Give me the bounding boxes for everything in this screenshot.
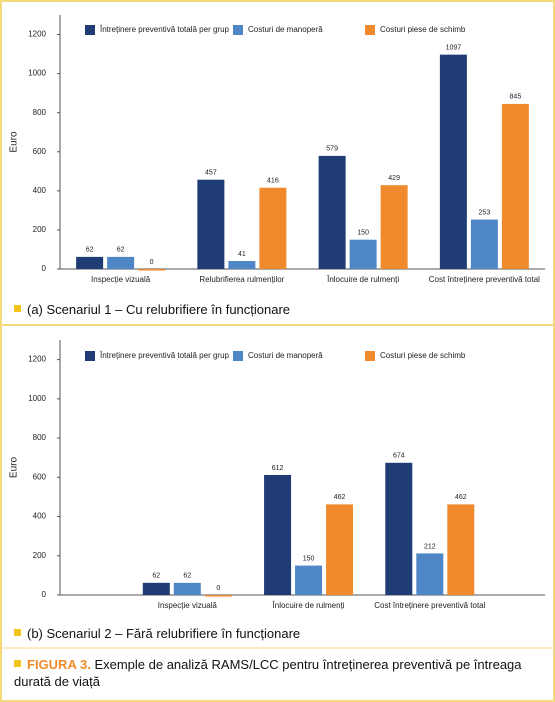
y-tick-label: 800 (33, 108, 47, 117)
value-label: 0 (216, 585, 220, 592)
bar (228, 260, 256, 269)
legend-label: Costuri de manoperă (248, 25, 323, 34)
bar (295, 565, 323, 595)
value-label: 462 (455, 494, 467, 501)
bar (204, 595, 232, 597)
legend-swatch (233, 351, 243, 361)
caption-text: (b) Scenariul 2 – Fără relubrifiere în f… (27, 626, 301, 641)
x-tick-label: Cost întreținere preventivă total (429, 275, 540, 284)
y-tick-label: 1000 (28, 69, 46, 78)
bar (138, 269, 166, 271)
bar (380, 185, 408, 269)
legend-label: Costuri piese de schimb (380, 351, 466, 360)
value-label: 62 (152, 573, 160, 580)
legend-label: Costuri piese de schimb (380, 25, 466, 34)
y-tick-label: 0 (42, 264, 47, 273)
x-tick-label: Inspecție vizuală (158, 601, 218, 610)
figure-label: FIGURA 3. (27, 657, 91, 672)
y-tick-label: 1200 (28, 30, 46, 39)
x-tick-label: Înlocuire de rulmenți (272, 601, 345, 610)
value-label: 462 (334, 494, 346, 501)
figure-caption: FIGURA 3. Exemple de analiză RAMS/LCC pe… (14, 656, 544, 690)
bar (259, 187, 287, 269)
figure-text: Exemple de analiză RAMS/LCC pentru între… (14, 657, 522, 689)
bar (107, 256, 135, 269)
y-tick-label: 200 (33, 551, 47, 560)
value-label: 150 (303, 555, 315, 562)
y-tick-label: 1000 (28, 394, 46, 403)
value-label: 212 (424, 543, 436, 550)
legend-swatch (85, 351, 95, 361)
bar (349, 239, 377, 269)
bar (326, 504, 354, 595)
y-tick-label: 800 (33, 433, 47, 442)
caption: (b) Scenariul 2 – Fără relubrifiere în f… (14, 626, 300, 641)
x-tick-label: Inspecție vizuală (91, 275, 151, 284)
value-label: 579 (326, 146, 338, 153)
bar (439, 54, 467, 269)
value-label: 429 (388, 175, 400, 182)
y-tick-label: 600 (33, 147, 47, 156)
legend-swatch (85, 25, 95, 35)
legend-label: Întreținere preventivă totală per grup (99, 25, 230, 34)
y-tick-label: 1200 (28, 355, 46, 364)
bar (264, 474, 292, 595)
bar (470, 219, 498, 269)
y-tick-label: 400 (33, 512, 47, 521)
y-axis-label: Euro (9, 457, 20, 479)
x-tick-label: Cost întreținere preventivă total (374, 601, 485, 610)
bar (318, 155, 346, 269)
legend-label: Costuri de manoperă (248, 351, 323, 360)
value-label: 62 (117, 247, 125, 254)
value-label: 253 (479, 209, 491, 216)
legend-swatch (365, 351, 375, 361)
value-label: 150 (357, 230, 369, 237)
y-tick-label: 0 (42, 590, 47, 599)
y-tick-label: 200 (33, 225, 47, 234)
y-tick-label: 400 (33, 186, 47, 195)
value-label: 612 (272, 465, 284, 472)
legend-swatch (365, 25, 375, 35)
bar (501, 103, 529, 270)
value-label: 457 (205, 170, 217, 177)
legend-label: Întreținere preventivă totală per grup (99, 351, 230, 360)
bar (173, 582, 201, 595)
x-tick-label: Relubrifierea rulmenților (199, 275, 284, 284)
value-label: 62 (183, 573, 191, 580)
x-tick-label: Înlocuire de rulmenți (326, 275, 399, 284)
y-axis-label: Euro (9, 131, 20, 153)
value-label: 416 (267, 178, 279, 185)
bar (416, 553, 444, 595)
y-tick-label: 600 (33, 472, 47, 481)
value-label: 674 (393, 453, 405, 460)
value-label: 41 (238, 251, 246, 258)
bar (76, 256, 104, 269)
caption-text: (a) Scenariul 1 – Cu relubrifiere în fun… (27, 302, 291, 317)
bar (197, 179, 225, 269)
value-label: 0 (150, 259, 154, 266)
bar (142, 582, 170, 595)
legend-swatch (233, 25, 243, 35)
bar (385, 462, 413, 595)
value-label: 1097 (446, 45, 462, 52)
value-label: 62 (86, 247, 94, 254)
caption: (a) Scenariul 1 – Cu relubrifiere în fun… (14, 302, 290, 317)
bar (447, 504, 475, 595)
value-label: 845 (510, 94, 522, 101)
